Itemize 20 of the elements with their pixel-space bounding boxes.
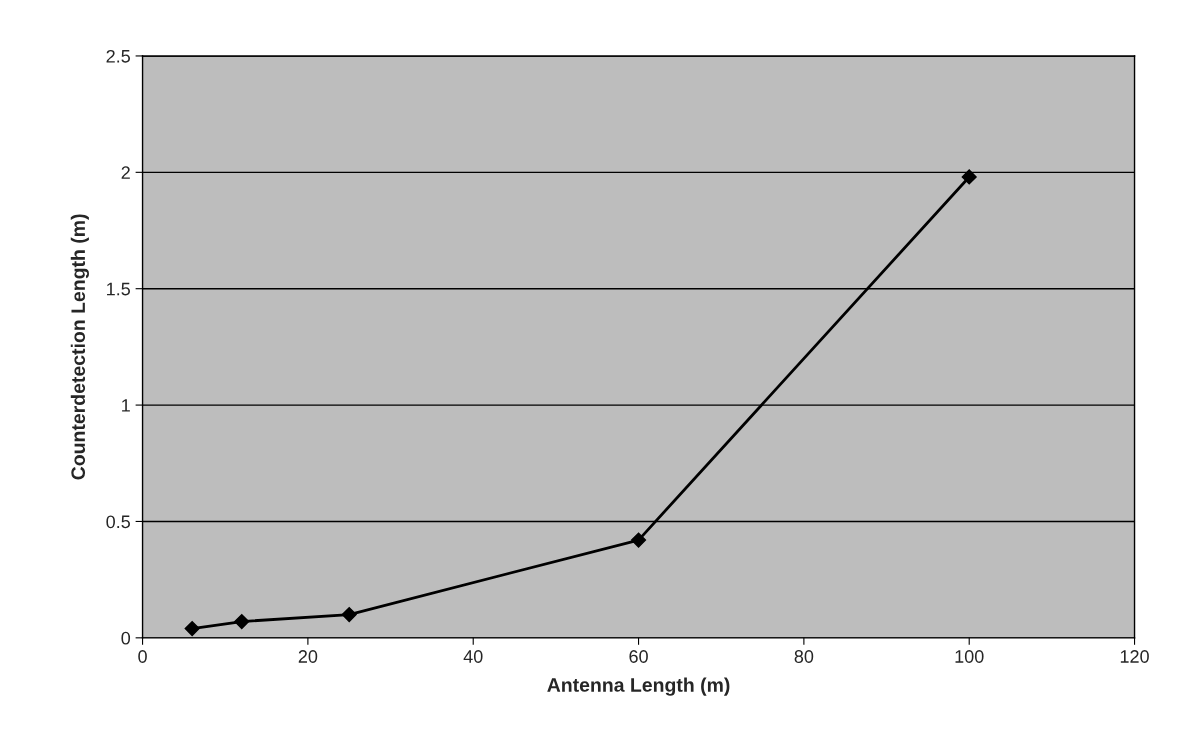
- x-tick-label: 20: [298, 650, 318, 663]
- x-axis-title: Antenna Length (m): [547, 677, 730, 696]
- point: [184, 620, 200, 637]
- point: [961, 169, 977, 185]
- y-tick-label: 2.5: [106, 49, 130, 63]
- y-tick-label: 1: [122, 399, 130, 412]
- point: [234, 613, 250, 630]
- y-tick-label: 0: [121, 631, 131, 645]
- x-tick-label: 0: [138, 650, 147, 663]
- point: [630, 532, 647, 548]
- y-tick-label: 2: [121, 166, 130, 179]
- y-tick-label: 0.5: [106, 515, 130, 529]
- x-tick-label: 120: [1120, 650, 1149, 663]
- y-tick-label: 1.5: [107, 282, 130, 296]
- x-tick-label: 100: [955, 650, 984, 663]
- point: [341, 606, 357, 623]
- x-tick-label: 40: [463, 650, 483, 663]
- x-tick-label: 80: [794, 650, 814, 663]
- y-axis-title: Counterdetection Length (m): [70, 214, 89, 480]
- x-tick-label: 60: [629, 650, 648, 663]
